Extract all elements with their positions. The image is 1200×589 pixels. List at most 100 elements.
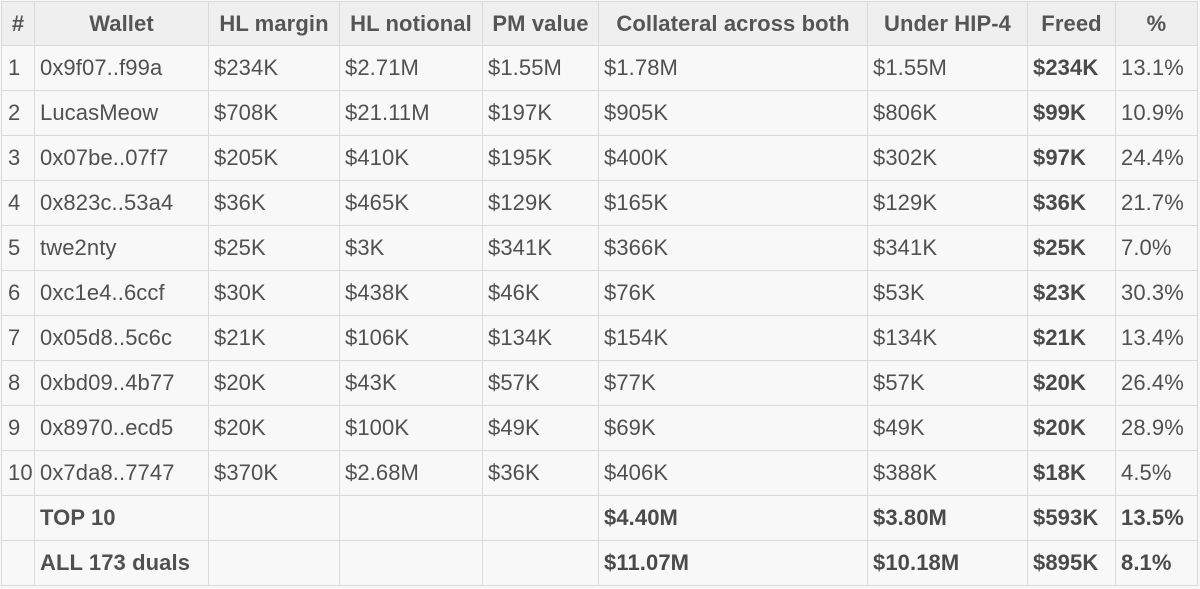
cell-hl-margin: $20K [208,405,340,451]
cell-hl-margin: $234K [208,45,340,91]
cell-collateral: $4.40M [598,495,868,541]
cell-pm-value: $197K [482,90,599,136]
cell-under-hip4: $341K [867,225,1028,271]
cell-percent: 10.9% [1115,90,1198,136]
table-row: 10 0x7da8..7747 $370K $2.68M $36K $406K $388K $… [1,450,1198,496]
cell-wallet: 0x9f07..f99a [34,45,209,91]
cell-rank: 4 [1,180,35,226]
cell-percent: 13.1% [1115,45,1198,91]
cell-hl-margin [208,495,340,541]
cell-wallet: 0x05d8..5c6c [34,315,209,361]
cell-collateral: $406K [598,450,868,496]
cell-percent: 28.9% [1115,405,1198,451]
header-percent: % [1115,1,1198,46]
cell-under-hip4: $10.18M [867,540,1028,586]
cell-hl-notional: $438K [339,270,483,316]
cell-rank: 9 [1,405,35,451]
cell-hl-margin: $36K [208,180,340,226]
header-freed: Freed [1027,1,1116,46]
cell-freed: $18K [1027,450,1116,496]
cell-collateral: $366K [598,225,868,271]
table-row: 7 0x05d8..5c6c $21K $106K $134K $154K $134K $21… [1,315,1198,361]
table-row: 1 0x9f07..f99a $234K $2.71M $1.55M $1.78M $1.5… [1,45,1198,91]
cell-wallet: 0x7da8..7747 [34,450,209,496]
cell-collateral: $1.78M [598,45,868,91]
cell-rank: 2 [1,90,35,136]
summary-row-all: ALL 173 duals $11.07M $10.18M $895K 8.1% [1,540,1198,586]
cell-percent: 30.3% [1115,270,1198,316]
cell-collateral: $69K [598,405,868,451]
cell-hl-margin: $30K [208,270,340,316]
cell-freed: $20K [1027,405,1116,451]
cell-collateral: $400K [598,135,868,181]
cell-freed: $21K [1027,315,1116,361]
cell-pm-value: $1.55M [482,45,599,91]
cell-wallet: 0x823c..53a4 [34,180,209,226]
cell-rank [1,495,35,541]
header-wallet: Wallet [34,1,209,46]
cell-freed: $234K [1027,45,1116,91]
cell-hl-margin: $205K [208,135,340,181]
cell-percent: 13.4% [1115,315,1198,361]
cell-rank: 3 [1,135,35,181]
cell-pm-value [482,495,599,541]
cell-percent: 4.5% [1115,450,1198,496]
cell-wallet: ALL 173 duals [34,540,209,586]
cell-freed: $23K [1027,270,1116,316]
table-row: 9 0x8970..ecd5 $20K $100K $49K $69K $49K $20K 28… [1,405,1198,451]
cell-under-hip4: $129K [867,180,1028,226]
header-row: # Wallet HL margin HL notional PM value Colla… [1,1,1198,46]
cell-wallet: 0xc1e4..6ccf [34,270,209,316]
cell-rank: 10 [1,450,35,496]
cell-hl-notional: $21.11M [339,90,483,136]
cell-rank [1,540,35,586]
cell-hl-margin: $370K [208,450,340,496]
cell-hl-margin: $25K [208,225,340,271]
cell-hl-notional: $3K [339,225,483,271]
cell-pm-value: $36K [482,450,599,496]
cell-under-hip4: $302K [867,135,1028,181]
cell-wallet: 0x07be..07f7 [34,135,209,181]
cell-collateral: $905K [598,90,868,136]
cell-rank: 1 [1,45,35,91]
cell-hl-margin: $20K [208,360,340,406]
cell-pm-value: $129K [482,180,599,226]
cell-percent: 7.0% [1115,225,1198,271]
cell-percent: 21.7% [1115,180,1198,226]
cell-hl-margin [208,540,340,586]
header-hl-margin: HL margin [208,1,340,46]
cell-freed: $593K [1027,495,1116,541]
cell-rank: 6 [1,270,35,316]
cell-collateral: $77K [598,360,868,406]
cell-percent: 24.4% [1115,135,1198,181]
header-under-hip4: Under HIP-4 [867,1,1028,46]
cell-percent: 13.5% [1115,495,1198,541]
cell-under-hip4: $1.55M [867,45,1028,91]
table-body: 1 0x9f07..f99a $234K $2.71M $1.55M $1.78M $1.5… [1,45,1198,586]
table-row: 5 twe2nty $25K $3K $341K $366K $341K $25K 7.0% [1,225,1198,271]
cell-hl-notional: $106K [339,315,483,361]
cell-wallet: twe2nty [34,225,209,271]
header-hl-notional: HL notional [339,1,483,46]
cell-freed: $895K [1027,540,1116,586]
table-row: 8 0xbd09..4b77 $20K $43K $57K $77K $57K $20K 26.… [1,360,1198,406]
cell-freed: $97K [1027,135,1116,181]
cell-freed: $20K [1027,360,1116,406]
header-rank: # [1,1,35,46]
cell-rank: 8 [1,360,35,406]
cell-hl-notional: $100K [339,405,483,451]
cell-under-hip4: $3.80M [867,495,1028,541]
cell-percent: 8.1% [1115,540,1198,586]
cell-pm-value: $195K [482,135,599,181]
cell-pm-value: $341K [482,225,599,271]
cell-hl-notional: $465K [339,180,483,226]
cell-hl-notional: $2.68M [339,450,483,496]
cell-hl-notional: $410K [339,135,483,181]
header-pm-value: PM value [482,1,599,46]
cell-pm-value: $49K [482,405,599,451]
cell-under-hip4: $49K [867,405,1028,451]
cell-collateral: $76K [598,270,868,316]
cell-under-hip4: $806K [867,90,1028,136]
summary-row-top10: TOP 10 $4.40M $3.80M $593K 13.5% [1,495,1198,541]
